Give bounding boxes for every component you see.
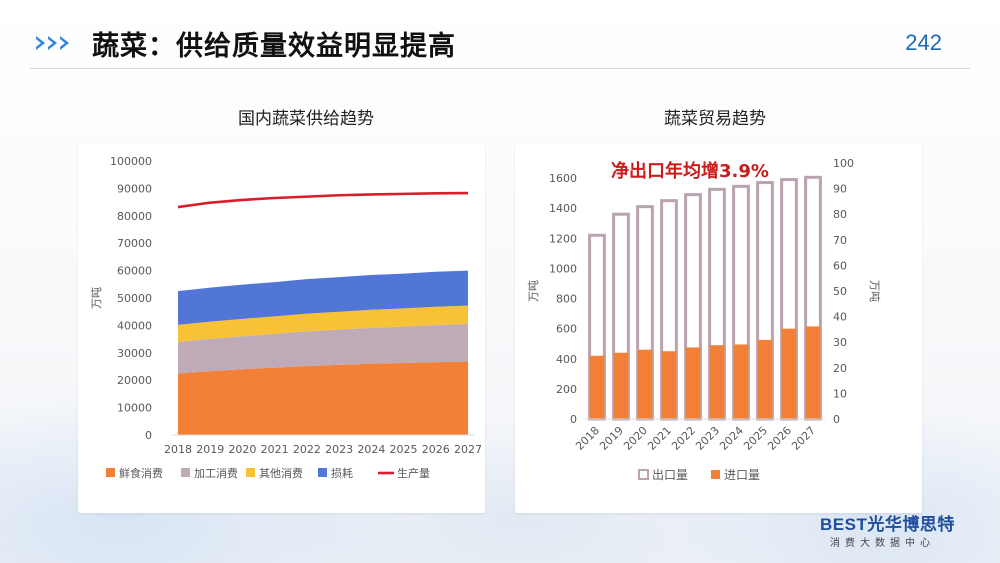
legend-label: 损耗: [331, 466, 353, 480]
y-tick-label: 30000: [117, 347, 152, 360]
bar-进口量: [685, 347, 701, 419]
header-divider: [30, 68, 970, 69]
legend-label: 出口量: [652, 468, 688, 482]
area-series-损耗: [178, 270, 468, 325]
legend-swatch: [181, 468, 190, 477]
y-tick-label: 80000: [117, 210, 152, 223]
y-axis-label: 万吨: [527, 280, 540, 302]
left-chart-title: 国内蔬菜供给趋势: [238, 109, 374, 129]
x-tick-label: 2024: [717, 424, 746, 453]
legend-swatch: [711, 470, 720, 479]
bar-进口量: [613, 352, 629, 419]
legend-label: 鲜食消费: [119, 466, 163, 480]
y2-tick-label: 10: [833, 387, 847, 400]
y2-tick-label: 60: [833, 259, 847, 272]
y2-tick-label: 50: [833, 285, 847, 298]
x-tick-label: 2027: [454, 443, 482, 456]
x-tick-label: 2025: [741, 424, 770, 453]
brand-logo: BEST光华博思特 消费大数据中心: [820, 510, 970, 554]
slide-header: 蔬菜：供给质量效益明显提高 242: [0, 0, 1000, 72]
bar-进口量: [589, 355, 605, 419]
supply-area-chart: 0 10000 20000 30000 40000 50000 60000 70000 8000…: [90, 155, 482, 480]
legend-swatch: [246, 468, 255, 477]
legend-label: 生产量: [397, 466, 430, 480]
x-tick-label: 2019: [597, 424, 626, 453]
y2-axis-label: 万吨: [868, 280, 881, 302]
y2-tick-label: 30: [833, 336, 847, 349]
x-tick-label: 2020: [621, 424, 650, 453]
y-tick-label: 800: [556, 293, 577, 306]
x-tick-label: 2021: [645, 424, 674, 453]
y-tick-label: 600: [556, 323, 577, 336]
area-series-加工消费: [178, 324, 468, 374]
x-tick-label: 2021: [261, 443, 289, 456]
trade-bar-chart: 0 200 400 600 800 1000 1200 1400 1600 万吨 0 10 20 30 40…: [527, 157, 881, 482]
x-tick-label: 2026: [765, 424, 794, 453]
x-tick-label: 2025: [390, 443, 418, 456]
left-chart-panel: 0 10000 20000 30000 40000 50000 60000 70000 8000…: [78, 143, 485, 513]
y2-tick-label: 80: [833, 208, 847, 221]
right-chart-panel: 0 200 400 600 800 1000 1200 1400 1600 万吨 0 10 20 30 40…: [515, 143, 922, 513]
bar-进口量: [733, 344, 749, 419]
x-tick-label: 2026: [422, 443, 450, 456]
area-series-其他消费: [178, 305, 468, 342]
x-tick-label: 2018: [573, 424, 602, 453]
legend-label: 进口量: [724, 468, 760, 482]
x-tick-label: 2020: [228, 443, 256, 456]
y2-tick-label: 70: [833, 234, 847, 247]
y-tick-label: 200: [556, 383, 577, 396]
legend-label: 其他消费: [259, 466, 303, 480]
slide-title: 蔬菜：供给质量效益明显提高: [92, 31, 456, 62]
y-tick-label: 10000: [117, 402, 152, 415]
y-tick-label: 1000: [549, 262, 577, 275]
y-tick-label: 20000: [117, 374, 152, 387]
y-tick-label: 100000: [110, 155, 152, 168]
y-tick-label: 50000: [117, 292, 152, 305]
y-tick-label: 60000: [117, 265, 152, 278]
y-tick-label: 90000: [117, 182, 152, 195]
y-tick-label: 1400: [549, 202, 577, 215]
y2-tick-label: 40: [833, 311, 847, 324]
bar-进口量: [661, 351, 677, 419]
y2-tick-label: 0: [833, 413, 840, 426]
bar-进口量: [709, 345, 725, 419]
x-tick-label: 2019: [196, 443, 224, 456]
y-tick-label: 40000: [117, 319, 152, 332]
right-chart-title: 蔬菜贸易趋势: [664, 109, 766, 129]
y-tick-label: 70000: [117, 237, 152, 250]
bar-进口量: [637, 349, 653, 419]
y-tick-label: 0: [145, 429, 152, 442]
y-tick-label: 1200: [549, 232, 577, 245]
legend-swatch: [638, 469, 649, 480]
chart-annotation: 净出口年均增3.9%: [611, 160, 769, 182]
legend-label: 加工消费: [194, 466, 238, 480]
x-tick-label: 2022: [669, 424, 698, 453]
x-tick-label: 2024: [357, 443, 385, 456]
brand-tagline: 消费大数据中心: [830, 538, 935, 549]
brand-name: BEST光华博思特: [820, 515, 955, 534]
bar-进口量: [781, 328, 797, 419]
line-series-生产量: [177, 191, 469, 209]
page-number: 242: [905, 30, 942, 55]
y-tick-label: 0: [570, 413, 577, 426]
y-axis-label: 万吨: [90, 287, 103, 309]
y-tick-label: 400: [556, 353, 577, 366]
x-tick-label: 2022: [293, 443, 321, 456]
bar-进口量: [757, 339, 773, 419]
y2-tick-label: 20: [833, 362, 847, 375]
x-tick-label: 2023: [693, 424, 722, 453]
legend-swatch: [318, 468, 327, 477]
y2-tick-label: 90: [833, 183, 847, 196]
area-series-鲜食消费: [178, 361, 468, 435]
x-tick-label: 2027: [789, 424, 818, 453]
x-tick-label: 2018: [164, 443, 192, 456]
y2-tick-label: 100: [833, 157, 854, 170]
x-tick-label: 2023: [325, 443, 353, 456]
bar-进口量: [805, 326, 821, 419]
y-tick-label: 1600: [549, 172, 577, 185]
legend-swatch: [106, 468, 115, 477]
